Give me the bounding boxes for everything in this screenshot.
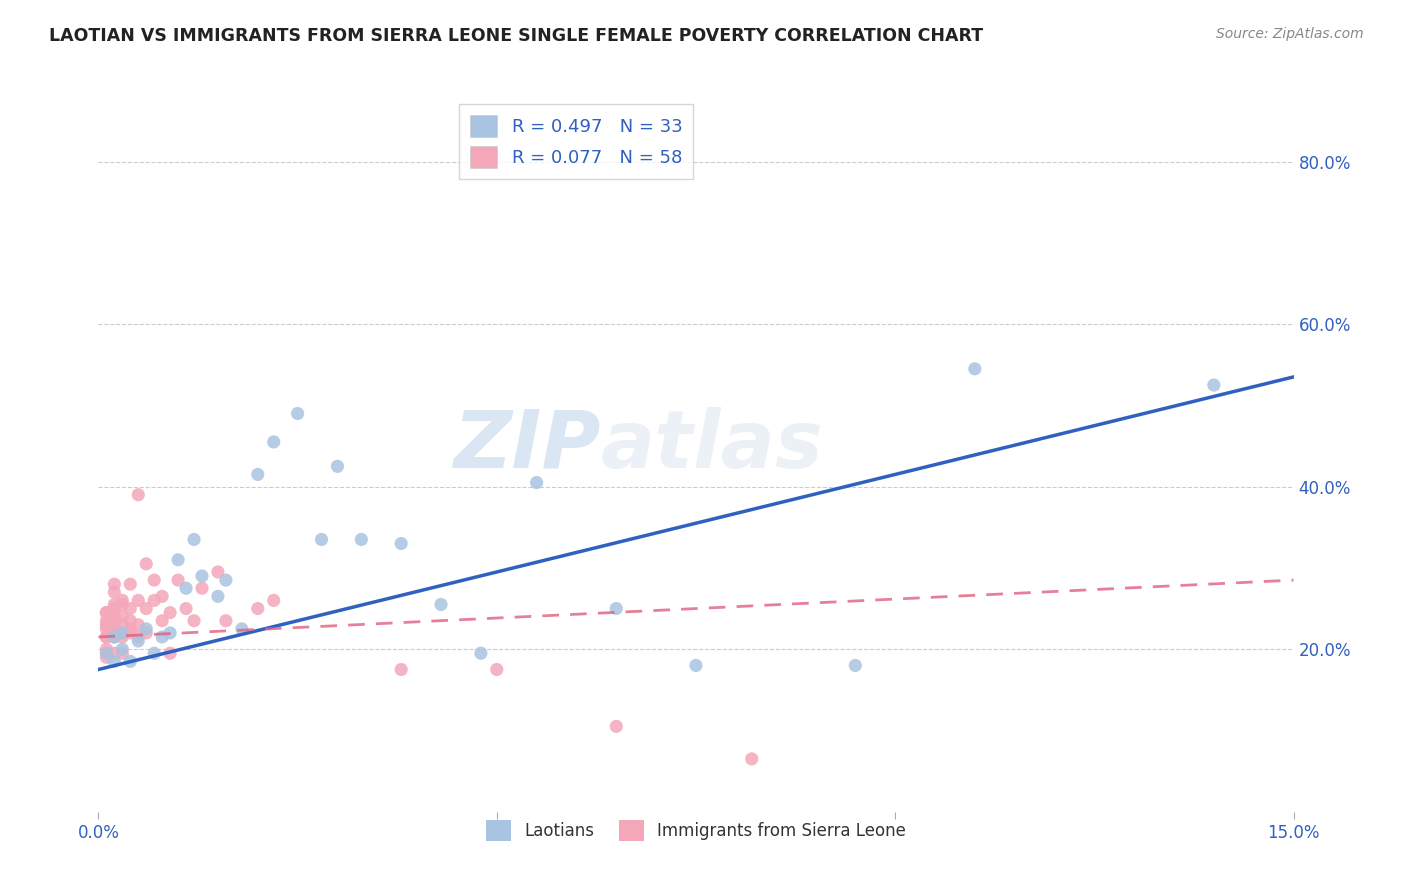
Point [111,617,134,632]
Point [326,459,349,474]
Point [485,663,508,677]
Point [263,434,285,449]
Point [159,646,181,660]
Point [103,601,125,615]
Point [120,614,142,628]
Point [215,573,238,587]
Point [103,585,125,599]
Point [96,606,118,620]
Point [103,577,125,591]
Point [135,557,157,571]
Point [150,630,173,644]
Point [135,626,157,640]
Point [143,593,166,607]
Point [389,663,412,677]
Point [111,598,134,612]
Point [103,630,125,644]
Point [605,601,627,615]
Point [127,630,149,644]
Point [111,630,134,644]
Point [389,536,412,550]
Point [103,609,125,624]
Point [111,593,134,607]
Point [103,617,125,632]
Point [103,630,125,644]
Point [143,646,166,660]
Point [231,622,253,636]
Point [111,642,134,657]
Point [1202,378,1225,392]
Point [120,654,142,668]
Point [263,593,285,607]
Point [159,626,181,640]
Point [174,601,197,615]
Point [526,475,548,490]
Point [311,533,333,547]
Point [183,614,205,628]
Point [430,598,453,612]
Point [96,646,118,660]
Point [167,553,190,567]
Point [246,467,269,482]
Point [143,573,166,587]
Text: ZIP: ZIP [453,407,600,485]
Point [120,626,142,640]
Text: atlas: atlas [600,407,823,485]
Point [174,581,197,595]
Point [207,565,229,579]
Point [103,598,125,612]
Point [103,654,125,668]
Point [150,590,173,604]
Point [111,609,134,624]
Point [685,658,707,673]
Point [159,606,181,620]
Point [741,752,763,766]
Point [127,617,149,632]
Point [207,590,229,604]
Point [127,593,149,607]
Point [963,361,986,376]
Point [844,658,866,673]
Point [96,650,118,665]
Text: Source: ZipAtlas.com: Source: ZipAtlas.com [1216,27,1364,41]
Point [120,577,142,591]
Point [103,646,125,660]
Point [287,407,309,421]
Point [96,630,118,644]
Point [111,646,134,660]
Point [96,642,118,657]
Point [96,630,118,644]
Point [191,581,214,595]
Point [96,614,118,628]
Point [120,601,142,615]
Point [96,606,118,620]
Point [120,622,142,636]
Point [103,614,125,628]
Point [96,617,118,632]
Point [127,634,149,648]
Point [135,622,157,636]
Point [470,646,492,660]
Point [215,614,238,628]
Point [167,573,190,587]
Point [111,626,134,640]
Point [246,601,269,615]
Point [103,626,125,640]
Point [183,533,205,547]
Text: LAOTIAN VS IMMIGRANTS FROM SIERRA LEONE SINGLE FEMALE POVERTY CORRELATION CHART: LAOTIAN VS IMMIGRANTS FROM SIERRA LEONE … [49,27,983,45]
Point [150,614,173,628]
Legend: Laotians, Immigrants from Sierra Leone: Laotians, Immigrants from Sierra Leone [479,814,912,847]
Point [96,646,118,660]
Point [605,719,627,733]
Point [191,569,214,583]
Point [127,488,149,502]
Point [350,533,373,547]
Point [111,626,134,640]
Point [96,622,118,636]
Point [135,601,157,615]
